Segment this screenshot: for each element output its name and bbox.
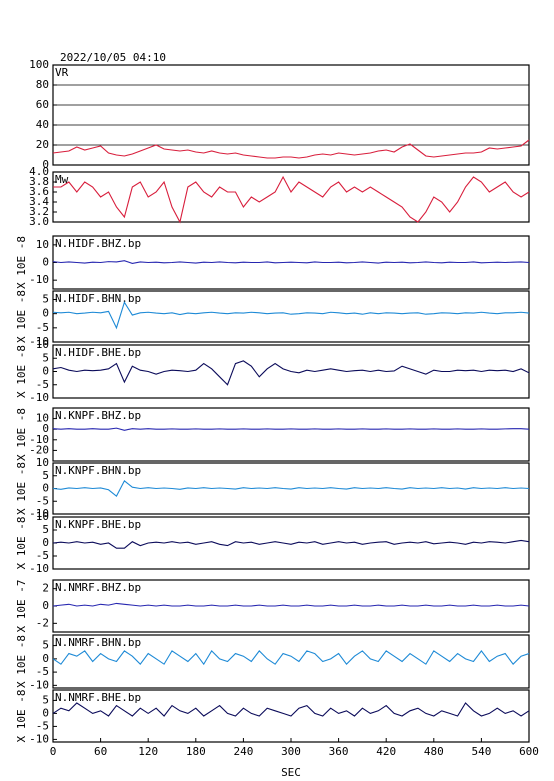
y-tick-label: 0 (42, 706, 49, 719)
panel-name: N.KNPF.BHZ.bp (55, 409, 141, 422)
y-tick-label: -5 (36, 378, 49, 391)
trace-line (52, 360, 530, 386)
y-tick-label: -2 (36, 616, 49, 629)
trace-line (52, 260, 530, 264)
y-tick-label: 80 (36, 78, 49, 91)
y-tick-label: 0 (42, 536, 49, 549)
y-tick-label: 2 (42, 582, 49, 595)
panel-name: N.NMRF.BHN.bp (55, 636, 141, 649)
y-tick-label: -10 (29, 732, 49, 745)
x-tick-label: 360 (329, 745, 349, 758)
y-axis-label: X 10E -8 (15, 635, 28, 688)
x-tick-label: 480 (424, 745, 444, 758)
y-tick-label: -10 (29, 433, 49, 446)
y-tick-label: 0 (42, 422, 49, 435)
panel-frame (52, 407, 530, 462)
y-tick-label: 3.0 (29, 215, 49, 228)
y-tick-label: 20 (36, 138, 49, 151)
panel-frame (52, 290, 530, 343)
y-tick-label: 10 (36, 412, 49, 425)
y-tick-label: -10 (29, 391, 49, 404)
y-tick-label: 0 (42, 482, 49, 495)
x-tick-label: 0 (50, 745, 57, 758)
x-tick-label: 540 (471, 745, 491, 758)
y-tick-label: -5 (36, 549, 49, 562)
x-tick-label: 120 (138, 745, 158, 758)
y-axis-label: X 10E -8 (15, 690, 28, 743)
y-tick-label: -10 (29, 562, 49, 575)
y-tick-label: 3.2 (29, 205, 49, 218)
panel-name: N.KNPF.BHN.bp (55, 464, 141, 477)
panel-frame (52, 171, 530, 223)
trace-line (52, 480, 530, 497)
y-tick-label: 10 (36, 338, 49, 351)
y-tick-label: 0 (42, 307, 49, 320)
y-tick-label: -20 (29, 443, 49, 456)
panel-name: N.NMRF.BHE.bp (55, 691, 141, 704)
y-tick-label: 3.6 (29, 185, 49, 198)
y-tick-label: 10 (36, 456, 49, 469)
panel-name: Mw (55, 173, 69, 186)
y-tick-label: -10 (29, 507, 49, 520)
panel-name: VR (55, 66, 69, 79)
x-tick-label: 60 (94, 745, 107, 758)
trace-line (52, 539, 530, 549)
trace-line (52, 702, 530, 717)
y-tick-label: -5 (36, 719, 49, 732)
y-tick-label: 3.4 (29, 195, 49, 208)
y-tick-label: 60 (36, 98, 49, 111)
panel-name: N.HIDF.BHN.bp (55, 292, 141, 305)
y-tick-label: -10 (29, 335, 49, 348)
y-tick-label: -5 (36, 321, 49, 334)
trace-line (53, 175, 530, 224)
y-tick-label: -10 (29, 273, 49, 286)
y-tick-label: 10 (36, 238, 49, 251)
y-axis-label: X 10E -8 (15, 517, 28, 570)
y-tick-label: -10 (29, 678, 49, 691)
trace-line (52, 602, 530, 607)
panel-name: N.NMRF.BHZ.bp (55, 581, 141, 594)
y-axis-label: X 10E -8 (15, 408, 28, 461)
trace-line (52, 649, 530, 666)
trace-line (52, 139, 530, 159)
y-tick-label: 5 (42, 293, 49, 306)
y-tick-label: 0 (42, 652, 49, 665)
y-tick-label: 5 (42, 639, 49, 652)
y-tick-label: 0 (42, 365, 49, 378)
y-axis-label: X 10E -7 (15, 580, 28, 633)
y-axis-label: X 10E -8 (15, 236, 28, 289)
y-tick-label: 5 (42, 693, 49, 706)
panel-name: N.HIDF.BHZ.bp (55, 237, 141, 250)
x-tick-label: 300 (281, 745, 301, 758)
y-tick-label: -5 (36, 665, 49, 678)
trace-line (52, 427, 530, 431)
y-tick-label: 5 (42, 469, 49, 482)
panel-name: N.HIDF.BHE.bp (55, 346, 141, 359)
y-tick-label: 10 (36, 510, 49, 523)
x-axis-label: SEC (281, 766, 301, 779)
y-axis-label: X 10E -8 (15, 462, 28, 515)
y-tick-label: 5 (42, 351, 49, 364)
y-tick-label: -5 (36, 494, 49, 507)
panel-frame (52, 64, 530, 166)
y-tick-label: 3.8 (29, 175, 49, 188)
y-tick-label: 40 (36, 118, 49, 131)
x-tick-label: 180 (186, 745, 206, 758)
y-axis-label: X 10E -8 (15, 290, 28, 343)
panel-frame (52, 634, 530, 689)
y-tick-label: 0 (42, 599, 49, 612)
y-tick-label: 0 (42, 256, 49, 269)
x-tick-label: 420 (376, 745, 396, 758)
trace-line (52, 301, 530, 330)
x-tick-label: 240 (233, 745, 253, 758)
panel-name: N.KNPF.BHE.bp (55, 518, 141, 531)
chart-title: 2022/10/05 04:10 (60, 51, 166, 64)
y-tick-label: 0 (42, 158, 49, 171)
y-tick-label: 100 (29, 58, 49, 71)
y-tick-label: 4.0 (29, 165, 49, 178)
x-tick-label: 600 (519, 745, 539, 758)
y-axis-label: X 10E -8 (15, 345, 28, 398)
y-tick-label: 5 (42, 523, 49, 536)
